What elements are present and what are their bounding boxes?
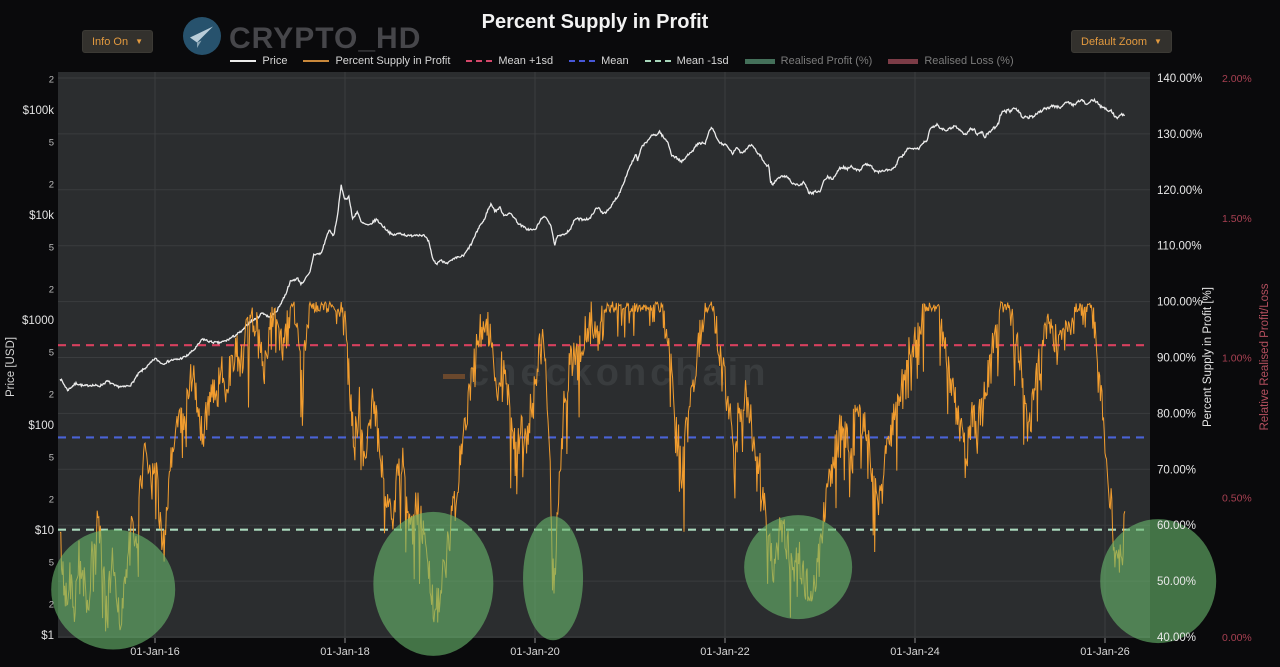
highlight-circle: [373, 511, 494, 656]
x-tick-label: 01-Jan-18: [320, 646, 370, 658]
percent-tick-label: 40.00%: [1157, 632, 1196, 644]
legend-swatch: [303, 60, 330, 62]
legend-item-4[interactable]: Mean -1sd: [644, 55, 729, 67]
price-tick-label: 5: [49, 243, 54, 254]
legend-label: Mean: [601, 55, 629, 67]
price-tick-label: 5: [49, 558, 54, 569]
price-tick-label: 2: [49, 74, 54, 85]
price-tick-label: 5: [49, 138, 54, 149]
percent-supply-series: [60, 300, 1126, 632]
legend-item-5[interactable]: Realised Profit (%): [744, 55, 873, 67]
percent-tick-label: 110.00%: [1157, 241, 1202, 253]
legend-item-3[interactable]: Mean: [569, 55, 629, 67]
info-on-button[interactable]: Info On ▼: [82, 30, 153, 53]
x-tick-label: 01-Jan-16: [130, 646, 180, 658]
legend-swatch: [744, 58, 775, 64]
watermark: checkonchain: [443, 352, 769, 394]
x-tick-label: 01-Jan-20: [510, 646, 560, 658]
legend-swatch: [888, 58, 919, 64]
watermark-text: checkonchain: [468, 352, 769, 394]
chevron-down-icon: ▼: [135, 37, 143, 46]
price-tick-label: $1000: [22, 315, 54, 327]
info-on-label: Info On: [92, 35, 129, 48]
price-tick-label: $10k: [29, 210, 54, 222]
rrpl-tick-label: 1.50%: [1222, 213, 1252, 225]
price-axis-title: Price [USD]: [5, 337, 17, 397]
legend-item-1[interactable]: Percent Supply in Profit: [303, 55, 450, 67]
data-series: [59, 97, 1126, 632]
percent-tick-label: 60.00%: [1157, 520, 1196, 532]
legend-label: Realised Profit (%): [780, 55, 873, 67]
rrpl-tick-label: 1.00%: [1222, 353, 1252, 365]
plot-area: [58, 72, 1150, 638]
price-tick-label: 5: [49, 453, 54, 464]
highlight-circles: [51, 511, 1217, 656]
legend-swatch: [569, 60, 596, 62]
default-zoom-button[interactable]: Default Zoom ▼: [1071, 30, 1172, 53]
page-title: Percent Supply in Profit: [481, 11, 709, 33]
percent-tick-label: 70.00%: [1157, 464, 1196, 476]
legend-label: Mean -1sd: [676, 55, 729, 67]
price-tick-label: 2: [49, 284, 54, 295]
percent-tick-label: 90.00%: [1157, 353, 1196, 365]
rrpl-tick-label: 2.00%: [1222, 73, 1252, 85]
price-tick-label: $100: [28, 420, 54, 432]
legend-label: Realised Loss (%): [924, 55, 1014, 67]
brand: CRYPTO_HD: [183, 17, 421, 60]
price-tick-label: $1: [41, 630, 54, 642]
x-tick-label: 01-Jan-24: [890, 646, 940, 658]
chart-legend: Price Percent Supply in Profit Mean +1sd Me…: [0, 55, 1244, 67]
legend-item-2[interactable]: Mean +1sd: [466, 55, 553, 67]
gridlines: [58, 72, 1150, 638]
highlight-circle: [523, 516, 584, 641]
legend-label: Mean +1sd: [498, 55, 554, 67]
x-tick-label: 01-Jan-22: [700, 646, 750, 658]
legend-label: Price: [262, 55, 288, 67]
percent-tick-label: 140.00%: [1157, 73, 1202, 85]
price-tick-label: 2: [49, 494, 54, 505]
plot-background: [58, 72, 1150, 638]
x-tick-label: 01-Jan-26: [1080, 646, 1130, 658]
rrpl-tick-label: 0.00%: [1222, 632, 1252, 644]
percent-tick-label: 120.00%: [1157, 185, 1202, 197]
price-tick-label: 2: [49, 179, 54, 190]
percent-tick-label: 50.00%: [1157, 576, 1196, 588]
percent-tick-label: 80.00%: [1157, 408, 1196, 420]
telegram-icon: [183, 17, 221, 60]
axis-labels: 2 $100k 5 2 $10k 5 2 $1000 5 2 $100 5 2 $10 5 2 $1 140.00…: [5, 73, 1271, 658]
legend-item-0[interactable]: Price: [230, 55, 287, 67]
price-tick-label: 2: [49, 599, 54, 610]
rrpl-axis-title: Relative Realised Profit/Loss: [1259, 283, 1271, 430]
default-zoom-label: Default Zoom: [1081, 35, 1148, 48]
price-tick-label: $10: [35, 525, 54, 537]
price-series: [59, 97, 1125, 392]
brand-name: CRYPTO_HD: [229, 21, 422, 55]
highlight-circle: [51, 529, 176, 650]
legend-label: Percent Supply in Profit: [335, 55, 451, 67]
legend-swatch: [466, 60, 493, 62]
legend-swatch: [230, 60, 257, 62]
percent-tick-label: 100.00%: [1157, 297, 1202, 309]
price-tick-label: 2: [49, 389, 54, 400]
percent-axis-title: Percent Supply in Profit [%]: [1202, 287, 1214, 427]
percent-tick-label: 130.00%: [1157, 129, 1202, 141]
price-tick-label: $100k: [23, 105, 55, 117]
price-tick-label: 5: [49, 348, 54, 359]
legend-item-6[interactable]: Realised Loss (%): [888, 55, 1014, 67]
highlight-circle: [1100, 519, 1217, 644]
chevron-down-icon: ▼: [1154, 37, 1162, 46]
rrpl-tick-label: 0.50%: [1222, 492, 1252, 504]
legend-swatch: [644, 60, 671, 62]
watermark-dash: [443, 374, 465, 379]
highlight-circle: [744, 515, 853, 620]
